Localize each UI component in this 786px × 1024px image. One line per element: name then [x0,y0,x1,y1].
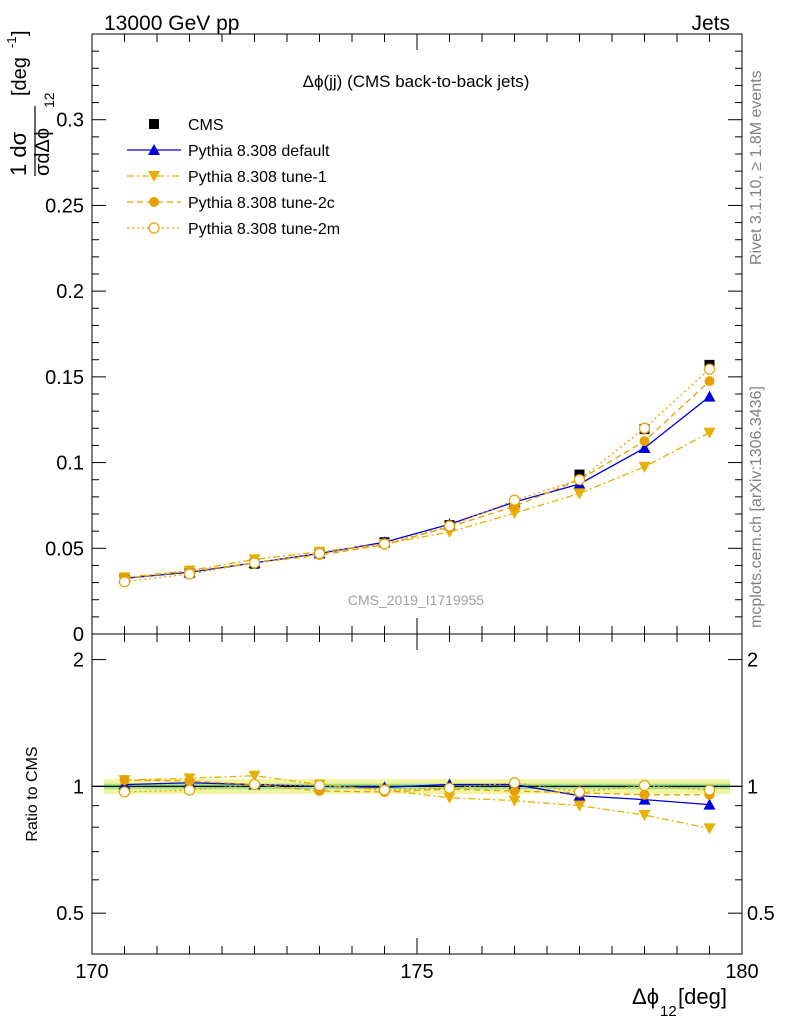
legend-marker [149,197,159,207]
legend-label: Pythia 8.308 tune-2c [188,195,335,212]
ratio-y-label: Ratio to CMS [24,746,41,841]
y-label-numerator: 1 dσ [6,131,31,176]
x-tick-label: 170 [75,961,108,983]
series-line [124,368,710,583]
x-label-unit: [deg] [678,984,727,1009]
x-tick-label: 180 [725,961,758,983]
main-y-axis: 0 0.05 0.1 0.15 0.2 0.25 0.3 [45,33,742,646]
side-label-upper: Rivet 3.1.10, ≥ 1.8M events [748,70,765,265]
data-point [638,422,651,434]
ratio-data-point [639,789,650,800]
y-tick-label: 0 [73,624,84,646]
y-tick-label: 0.15 [45,367,84,389]
data-point [638,461,651,473]
y-label-unit: [deg [9,57,31,96]
ratio-data-point [119,775,130,786]
data-point [573,474,586,486]
ratio-data-point [508,795,521,807]
side-label-lower: mcplots.cern.ch [arXiv:1306.3436] [748,386,765,628]
ratio-data-point [443,782,456,794]
ratio-data-point [248,778,261,791]
ratio-data-point [184,775,195,786]
data-point [638,442,651,453]
ratio-data-point [638,779,651,792]
y-tick-label: 0.1 [56,453,84,475]
ratio-data-point [703,823,716,835]
ratio-y-tick-label-right: 0.5 [747,903,775,925]
ratio-series-line [124,782,710,806]
y-tick-label: 0.3 [56,110,84,132]
ratio-data-point [509,786,520,797]
ratio-data-point [248,770,261,782]
ratio-y-tick-label: 2 [73,650,84,672]
data-point [704,376,715,387]
series-line [124,380,710,579]
ratio-y-tick-label: 0.5 [56,903,84,925]
x-label-sub: 12 [660,1003,677,1020]
y-label-unit-close: ] [9,30,31,36]
data-point [703,427,716,439]
x-axis: 170 175 180 [75,34,759,983]
data-point [639,436,650,447]
data-point [248,557,261,569]
y-label-denominator-sub: 12 [41,92,57,108]
y-tick-label: 0.2 [56,281,84,303]
legend-marker [148,144,160,155]
main-y-axis-label: 1 dσ σdΔϕ 12 [deg -1 ] [4,30,57,176]
ratio-data-point [183,784,196,796]
data-point [508,494,521,506]
legend: CMS Pythia 8.308 default Pythia 8.308 tune… [127,117,340,238]
ratio-data-point [313,779,326,792]
legend-label: CMS [188,117,224,134]
legend-label: Pythia 8.308 default [188,143,330,160]
ratio-y-axis: 0.5 0.5 1 1 2 2 [56,650,775,955]
data-point [703,390,716,402]
ratio-y-tick-label-right: 2 [747,650,758,672]
data-point [703,363,716,375]
x-label-main: Δϕ [632,984,659,1009]
y-tick-label: 0.05 [45,538,84,560]
ratio-data-point [378,784,391,796]
data-point [183,568,196,580]
legend-marker [149,119,159,129]
data-point [313,547,326,560]
ratio-data-point [703,798,716,810]
legend-marker [148,222,160,234]
plot-title: Δϕ(jj) (CMS back-to-back jets) [303,72,530,91]
series-line [124,431,710,579]
y-label-denominator: σdΔϕ [32,128,54,176]
legend-marker [148,171,160,182]
ratio-data-point [573,786,586,798]
ratio-y-tick-label: 1 [73,776,84,798]
ratio-data-point [638,810,651,822]
ratio-y-tick-label-right: 1 [747,776,758,798]
x-tick-label: 175 [400,961,433,983]
ratio-series-group [118,770,716,835]
ratio-data-point [573,800,586,812]
header-right: Jets [691,12,730,35]
data-point [508,508,521,520]
main-series-group [118,359,716,588]
y-label-unit-sup: -1 [4,36,19,48]
ratio-series-line [124,779,710,796]
data-point [443,520,456,532]
header-left: 13000 GeV pp [104,12,239,35]
ratio-data-point [508,777,521,789]
x-axis-label: Δϕ 12 [deg] [632,984,727,1020]
legend-label: Pythia 8.308 tune-1 [188,169,327,186]
ratio-data-point [443,792,456,804]
data-point [573,488,586,500]
series-line [124,396,710,579]
data-point [118,576,131,588]
watermark: CMS_2019_I1719955 [348,592,484,608]
y-tick-label: 0.25 [45,195,84,217]
ratio-data-point [703,784,716,796]
legend-label: Pythia 8.308 tune-2m [188,221,340,238]
data-point [378,538,391,550]
ratio-data-point [118,786,131,798]
